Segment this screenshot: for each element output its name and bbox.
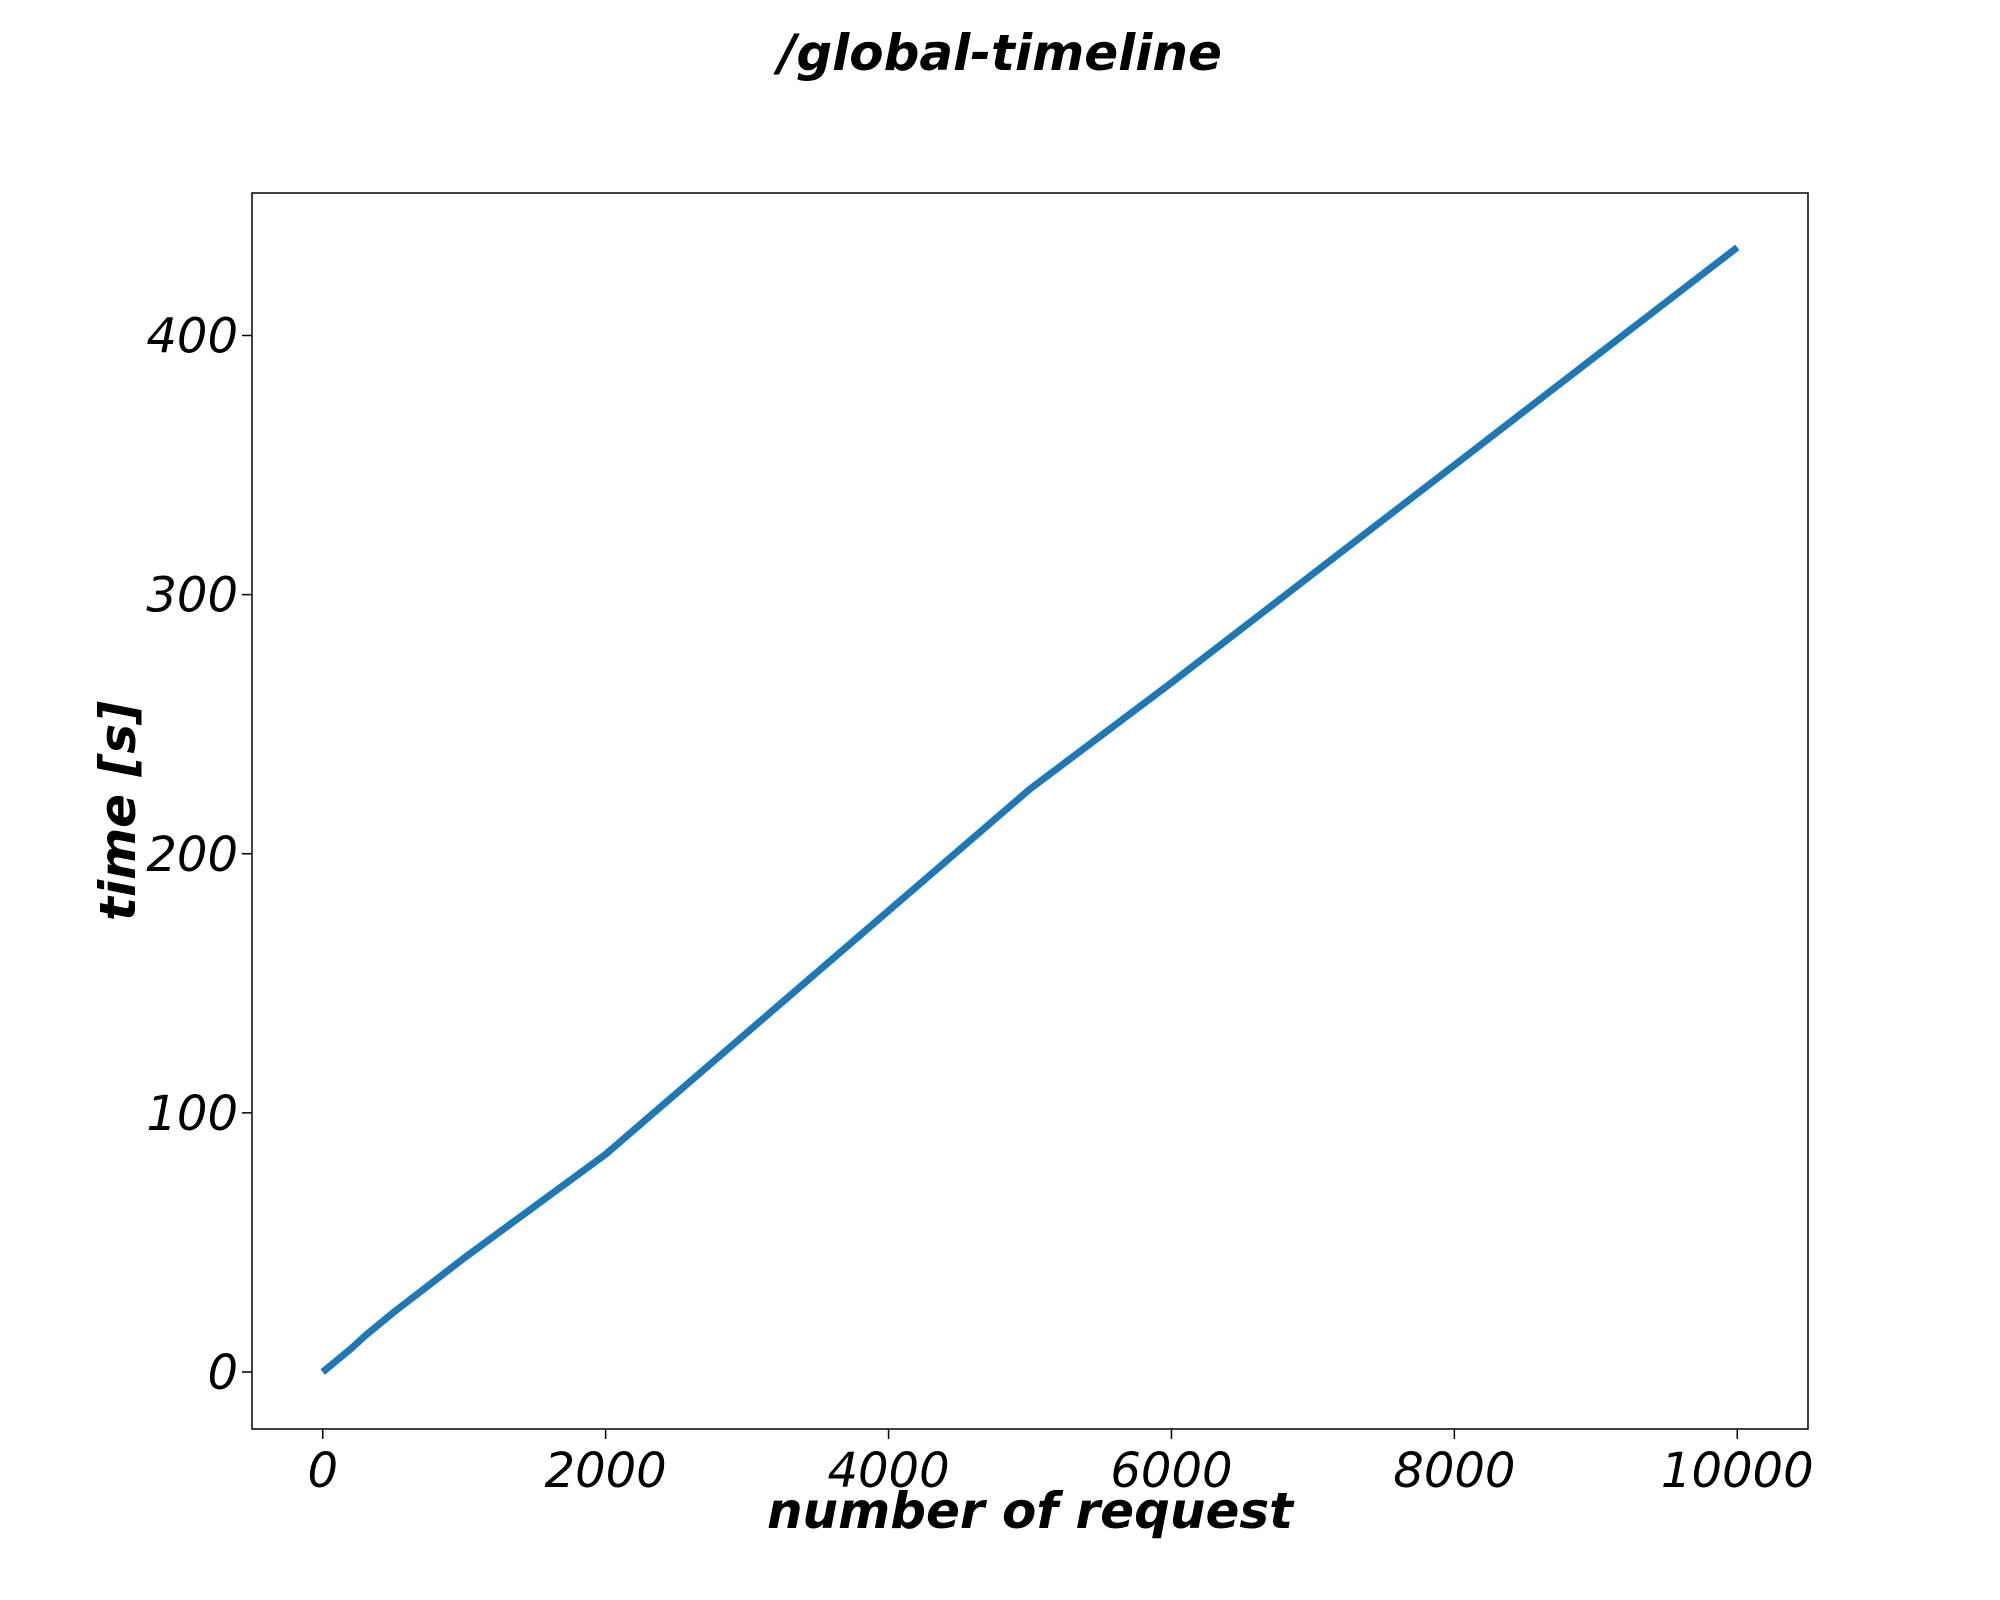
x-axis-label: number of request <box>767 1482 1295 1540</box>
y-tick-label: 400 <box>146 309 238 365</box>
y-axis: 0 100 200 300 400 <box>146 309 252 1401</box>
x-tick-label: 0 <box>307 1443 338 1499</box>
x-axis: 0 2000 4000 6000 8000 10000 <box>307 1429 1814 1499</box>
plot-area-frame <box>251 192 1809 1430</box>
chart-title: /global-timeline <box>773 24 1222 82</box>
x-tick-label: 4000 <box>827 1443 949 1499</box>
y-tick-label: 100 <box>146 1086 238 1142</box>
y-tick-label: 0 <box>207 1345 238 1401</box>
y-tick-label: 200 <box>146 827 238 883</box>
y-tick-label: 300 <box>146 568 238 624</box>
x-tick-label: 2000 <box>545 1443 667 1499</box>
series-line <box>320 244 1740 1375</box>
x-tick-label: 10000 <box>1661 1443 1814 1499</box>
x-tick-label: 6000 <box>1110 1443 1232 1499</box>
x-tick-label: 8000 <box>1393 1443 1515 1499</box>
series-layer <box>320 244 1740 1375</box>
y-axis-label: time [s] <box>89 701 147 921</box>
